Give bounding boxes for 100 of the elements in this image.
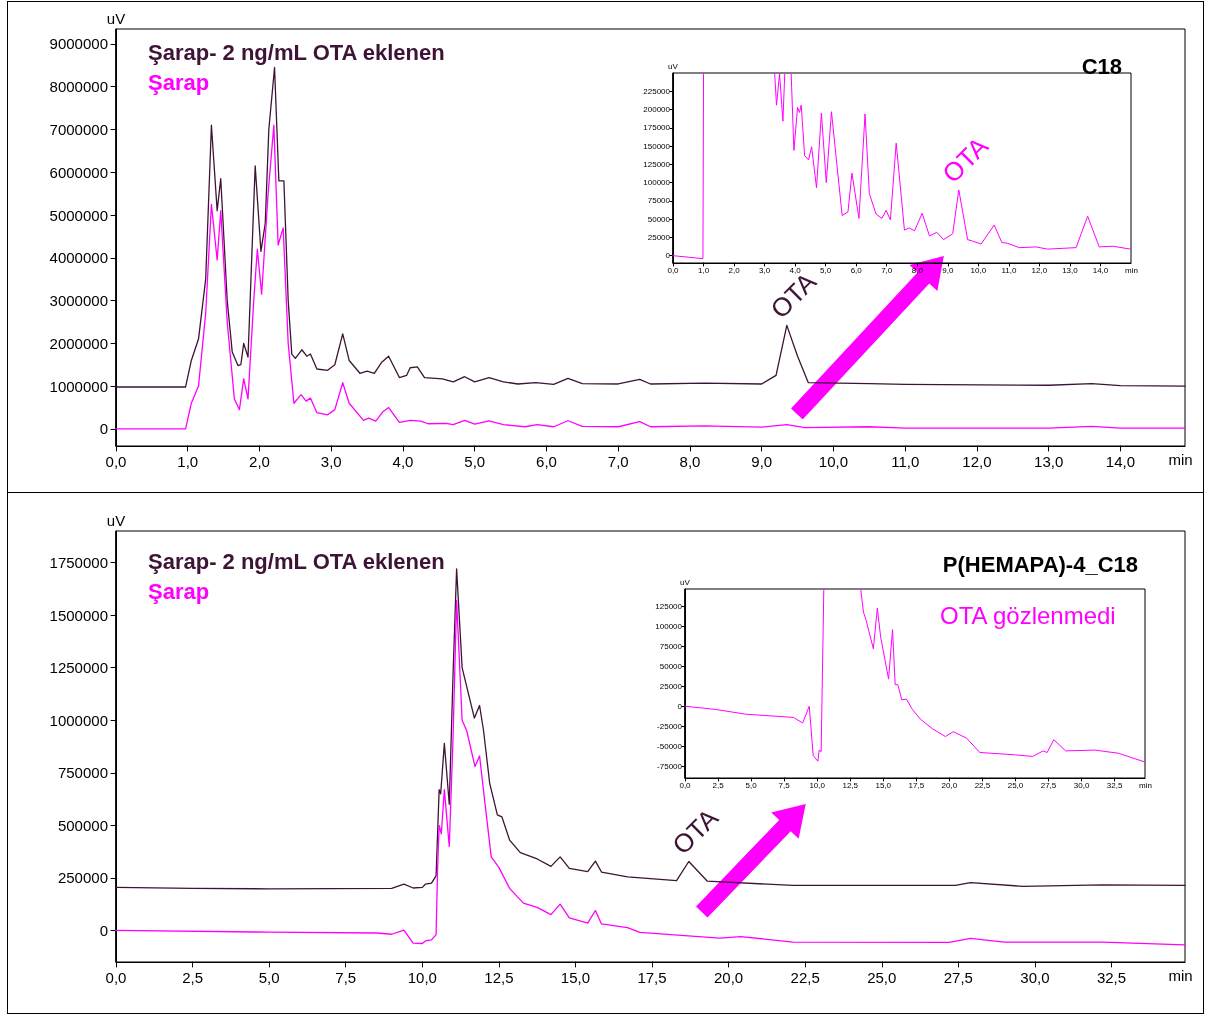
y-tick-label: 8000000	[49, 78, 108, 96]
x-tick-label: 12,5	[484, 969, 514, 986]
x-tick-label: 7,5	[335, 969, 357, 986]
y-tick-label: -50000	[657, 741, 683, 751]
y-tick-label: 0	[99, 420, 108, 438]
x-tick-label: 6,0	[850, 265, 863, 275]
y-tick-label: 225000	[643, 86, 671, 96]
x-tick-label: 22,5	[790, 969, 820, 986]
x-tick-label: 3,0	[320, 453, 342, 470]
x-tick-label: 5,0	[745, 780, 758, 790]
y-tick-label: 1250000	[49, 659, 108, 677]
y-tick-label: 0	[665, 251, 671, 261]
x-tick-label: 0,0	[667, 265, 680, 275]
x-tick-label: 30,0	[1073, 780, 1090, 790]
y-tick-label: 500000	[57, 816, 108, 834]
y-tick-label: 1000000	[49, 711, 108, 729]
y-tick-label: -75000	[657, 761, 683, 771]
x-tick-label: 2,0	[249, 453, 270, 470]
x-tick-label: 32,5	[1106, 780, 1123, 790]
text: C18	[1081, 53, 1122, 79]
x-tick-label: 8,0	[679, 453, 701, 470]
y-tick-label: 1750000	[49, 554, 108, 572]
x-tick-label: 30,0	[1020, 969, 1050, 986]
annotation: OTA gözlenmedi	[940, 601, 1116, 629]
y-tick-label: 75000	[659, 641, 683, 651]
y-tick-label: 7000000	[49, 121, 108, 139]
x-tick-label: 7,0	[607, 453, 629, 470]
y-tick-label: 0	[677, 701, 683, 711]
x-tick-label: 17,5	[637, 969, 667, 986]
x-axis-title: min	[1125, 265, 1138, 275]
x-tick-label: 10,0	[407, 969, 437, 986]
text: Şarap	[148, 69, 210, 95]
x-tick-label: 20,0	[941, 780, 958, 790]
text: Şarap	[148, 578, 210, 604]
x-tick-label: 27,5	[1040, 780, 1057, 790]
x-tick-label: 15,0	[560, 969, 591, 986]
y-tick-label: 75000	[647, 196, 671, 206]
x-tick-label: 12,5	[842, 780, 859, 790]
x-tick-label: 12,0	[962, 453, 992, 470]
x-tick-label: 2,5	[182, 969, 204, 986]
x-tick-label: 1,0	[177, 453, 199, 470]
y-axis-title: uV	[106, 10, 126, 27]
y-tick-label: 25000	[659, 681, 683, 691]
x-axis-title: min	[1168, 967, 1193, 984]
x-tick-label: 11,0	[1001, 265, 1017, 275]
x-tick-label: 20,0	[714, 969, 744, 986]
y-tick-label: 100000	[643, 178, 671, 188]
y-axis-title: uV	[680, 577, 691, 587]
x-tick-label: 0,0	[105, 969, 127, 986]
y-tick-label: 4000000	[49, 249, 108, 267]
x-tick-label: 5,0	[820, 265, 832, 275]
x-tick-label: 2,5	[712, 780, 725, 790]
x-tick-label: 9,0	[751, 453, 773, 470]
y-tick-label: 175000	[643, 123, 671, 133]
x-tick-label: 5,0	[464, 453, 486, 470]
x-tick-label: 10,0	[970, 265, 987, 275]
x-tick-label: 10,0	[809, 780, 826, 790]
x-tick-label: 7,0	[881, 265, 893, 275]
y-tick-label: 200000	[643, 105, 671, 115]
x-tick-label: 2,0	[728, 265, 741, 275]
y-axis-title: uV	[668, 61, 679, 71]
y-tick-label: 150000	[643, 141, 671, 151]
x-tick-label: 4,0	[789, 265, 802, 275]
y-tick-label: 250000	[57, 869, 108, 887]
y-tick-label: 9000000	[49, 35, 108, 53]
x-tick-label: 13,0	[1034, 453, 1064, 470]
x-tick-label: 14,0	[1105, 453, 1136, 470]
x-tick-label: 6,0	[536, 453, 557, 470]
x-tick-label: 11,0	[891, 453, 920, 470]
x-tick-label: 25,0	[867, 969, 897, 986]
x-tick-label: 14,0	[1092, 265, 1109, 275]
annotation: OTA	[936, 130, 995, 189]
line-series	[115, 124, 1186, 430]
y-tick-label: 5000000	[49, 206, 108, 224]
x-tick-label: 1,0	[697, 265, 710, 275]
y-tick-label: 25000	[647, 232, 671, 242]
x-tick-label: 0,0	[105, 453, 127, 470]
y-tick-label: 750000	[57, 764, 108, 782]
y-tick-label: 125000	[643, 159, 671, 169]
y-tick-label: 2000000	[49, 334, 108, 352]
text: P(HEMAPA)-4_C18	[942, 551, 1138, 577]
y-tick-label: 3000000	[49, 292, 108, 310]
y-tick-label: 125000	[655, 602, 683, 612]
x-tick-label: 17,5	[908, 780, 925, 790]
x-tick-label: 25,0	[1007, 780, 1024, 790]
x-tick-label: 32,5	[1096, 969, 1127, 986]
x-tick-label: 5,0	[258, 969, 280, 986]
x-tick-label: 22,5	[974, 780, 991, 790]
y-tick-label: 6000000	[49, 163, 108, 181]
annotation: OTA	[666, 802, 725, 861]
x-tick-label: 7,5	[778, 780, 791, 790]
x-tick-label: 12,0	[1031, 265, 1048, 275]
x-tick-label: 0,0	[679, 780, 692, 790]
y-tick-label: 100000	[655, 621, 683, 631]
y-tick-label: 1000000	[49, 377, 108, 395]
x-tick-label: 3,0	[759, 265, 771, 275]
x-axis-title: min	[1139, 780, 1152, 790]
y-tick-label: 50000	[647, 214, 671, 224]
y-tick-label: -25000	[657, 721, 683, 731]
y-tick-label: 1500000	[49, 606, 108, 624]
